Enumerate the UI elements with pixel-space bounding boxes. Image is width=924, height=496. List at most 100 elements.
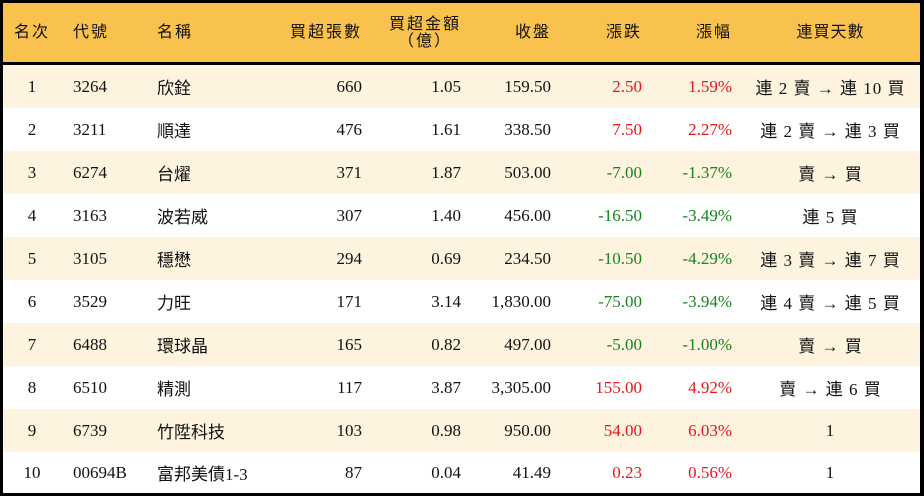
table-row: 10 00694B 富邦美債1-3 87 0.04 41.49 0.23 0.56% 1 (3, 452, 920, 493)
net-buy-ranking-table: 名次 代號 名稱 買超張數 買超金額 （億） 收盤 漲跌 漲幅 連買天數 1 32… (3, 3, 920, 493)
net-buy-amount-cell: 1.87 (431, 162, 461, 182)
header-change-pct: 漲幅 (695, 24, 732, 41)
header-close: 收盤 (514, 24, 551, 41)
code-cell: 3211 (73, 119, 107, 139)
change-pct-cell: -3.49% (682, 205, 732, 225)
rank-cell: 4 (27, 205, 37, 225)
table-row: 1 3264 欣銓 660 1.05 159.50 2.50 1.59% 連 2 賣 → 連 1… (3, 65, 920, 108)
code-cell: 3529 (73, 291, 107, 311)
close-cell: 234.50 (504, 248, 551, 268)
streak-cell: 連 2 賣 → 連 3 買 (760, 122, 901, 141)
streak-cell: 1 (825, 462, 836, 482)
name-cell: 環球晶 (157, 337, 208, 356)
close-cell: 159.50 (504, 76, 551, 96)
rank-cell: 10 (23, 462, 41, 482)
table-row: 9 6739 竹陞科技 103 0.98 950.00 54.00 6.03% 1 (3, 409, 920, 452)
header-net-buy-amount: 買超金額 （億） (365, 3, 461, 62)
net-buy-lots-cell: 307 (336, 205, 363, 225)
net-buy-amount-cell: 1.61 (431, 119, 461, 139)
net-buy-lots-cell: 103 (336, 420, 363, 440)
table-row: 8 6510 精測 117 3.87 3,305.00 155.00 4.92% 賣 → 連 6… (3, 366, 920, 409)
net-buy-amount-cell: 1.05 (431, 76, 461, 96)
close-cell: 950.00 (504, 420, 551, 440)
code-cell: 6274 (73, 162, 107, 182)
change-cell: 54.00 (603, 420, 642, 440)
streak-cell: 連 3 賣 → 連 7 買 (760, 251, 901, 270)
streak-cell: 連 2 賣 → 連 10 買 (755, 79, 906, 98)
name-cell: 精測 (157, 380, 191, 399)
table-header: 名次 代號 名稱 買超張數 買超金額 （億） 收盤 漲跌 漲幅 連買天數 (3, 3, 920, 65)
close-cell: 456.00 (504, 205, 551, 225)
table-row: 7 6488 環球晶 165 0.82 497.00 -5.00 -1.00% 賣 → 買 (3, 323, 920, 366)
streak-cell: 賣 → 連 6 買 (779, 380, 882, 399)
table-row: 5 3105 穩懋 294 0.69 234.50 -10.50 -4.29% 連 3 賣 → … (3, 237, 920, 280)
table-row: 2 3211 順達 476 1.61 338.50 7.50 2.27% 連 2 賣 → 連 3… (3, 108, 920, 151)
rank-cell: 9 (27, 420, 37, 440)
change-pct-cell: 2.27% (688, 119, 732, 139)
net-buy-amount-cell: 3.87 (431, 377, 461, 397)
change-pct-cell: -1.00% (682, 334, 732, 354)
net-buy-lots-cell: 660 (336, 76, 363, 96)
name-cell: 竹陞科技 (157, 423, 225, 442)
change-pct-cell: 6.03% (688, 420, 732, 440)
header-change: 漲跌 (605, 24, 642, 41)
rank-cell: 1 (27, 76, 37, 96)
rank-cell: 6 (27, 291, 37, 311)
change-cell: -7.00 (606, 162, 642, 182)
code-cell: 6488 (73, 334, 107, 354)
change-pct-cell: -1.37% (682, 162, 732, 182)
change-pct-cell: 1.59% (688, 76, 732, 96)
change-cell: -75.00 (598, 291, 642, 311)
net-buy-amount-cell: 0.82 (431, 334, 461, 354)
net-buy-lots-cell: 87 (345, 462, 362, 482)
net-buy-amount-cell: 0.04 (431, 462, 461, 482)
net-buy-lots-cell: 294 (336, 248, 363, 268)
header-code: 代號 (73, 24, 110, 41)
streak-cell: 1 (825, 420, 836, 440)
table-row: 6 3529 力旺 171 3.14 1,830.00 -75.00 -3.94% 連 4 賣 … (3, 280, 920, 323)
net-buy-lots-cell: 171 (336, 291, 363, 311)
change-cell: 2.50 (612, 76, 642, 96)
name-cell: 波若威 (157, 208, 208, 227)
change-cell: 7.50 (612, 119, 642, 139)
change-cell: -5.00 (606, 334, 642, 354)
close-cell: 3,305.00 (491, 377, 552, 397)
net-buy-lots-cell: 165 (336, 334, 363, 354)
rank-cell: 2 (27, 119, 37, 139)
code-cell: 00694B (73, 462, 127, 482)
streak-cell: 連 5 買 (802, 208, 859, 227)
close-cell: 41.49 (512, 462, 551, 482)
code-cell: 3163 (73, 205, 107, 225)
table-row: 4 3163 波若威 307 1.40 456.00 -16.50 -3.49% 連 5 買 (3, 194, 920, 237)
close-cell: 338.50 (504, 119, 551, 139)
header-net-buy-amount-label: 買超金額 (388, 15, 461, 33)
change-cell: -16.50 (598, 205, 642, 225)
net-buy-amount-cell: 3.14 (431, 291, 461, 311)
net-buy-lots-cell: 117 (337, 377, 362, 397)
header-name: 名稱 (157, 24, 194, 41)
close-cell: 503.00 (504, 162, 551, 182)
net-buy-amount-cell: 1.40 (431, 205, 461, 225)
name-cell: 欣銓 (157, 79, 191, 98)
close-cell: 497.00 (504, 334, 551, 354)
table-row: 3 6274 台燿 371 1.87 503.00 -7.00 -1.37% 賣 → 買 (3, 151, 920, 194)
rank-cell: 5 (27, 248, 37, 268)
net-buy-amount-cell: 0.98 (431, 420, 461, 440)
header-net-buy-amount-unit: （億） (397, 32, 452, 50)
header-rank: 名次 (13, 24, 50, 41)
name-cell: 台燿 (157, 165, 191, 184)
net-buy-amount-cell: 0.69 (431, 248, 461, 268)
header-net-buy-lots: 買超張數 (289, 24, 362, 41)
name-cell: 富邦美債1-3 (157, 465, 248, 484)
rank-cell: 8 (27, 377, 37, 397)
rank-cell: 3 (27, 162, 37, 182)
change-cell: 0.23 (612, 462, 642, 482)
name-cell: 順達 (157, 122, 191, 141)
code-cell: 3264 (73, 76, 107, 96)
change-cell: 155.00 (595, 377, 642, 397)
rank-cell: 7 (27, 334, 37, 354)
change-pct-cell: 0.56% (688, 462, 732, 482)
change-pct-cell: 4.92% (688, 377, 732, 397)
streak-cell: 連 4 賣 → 連 5 買 (760, 294, 901, 313)
